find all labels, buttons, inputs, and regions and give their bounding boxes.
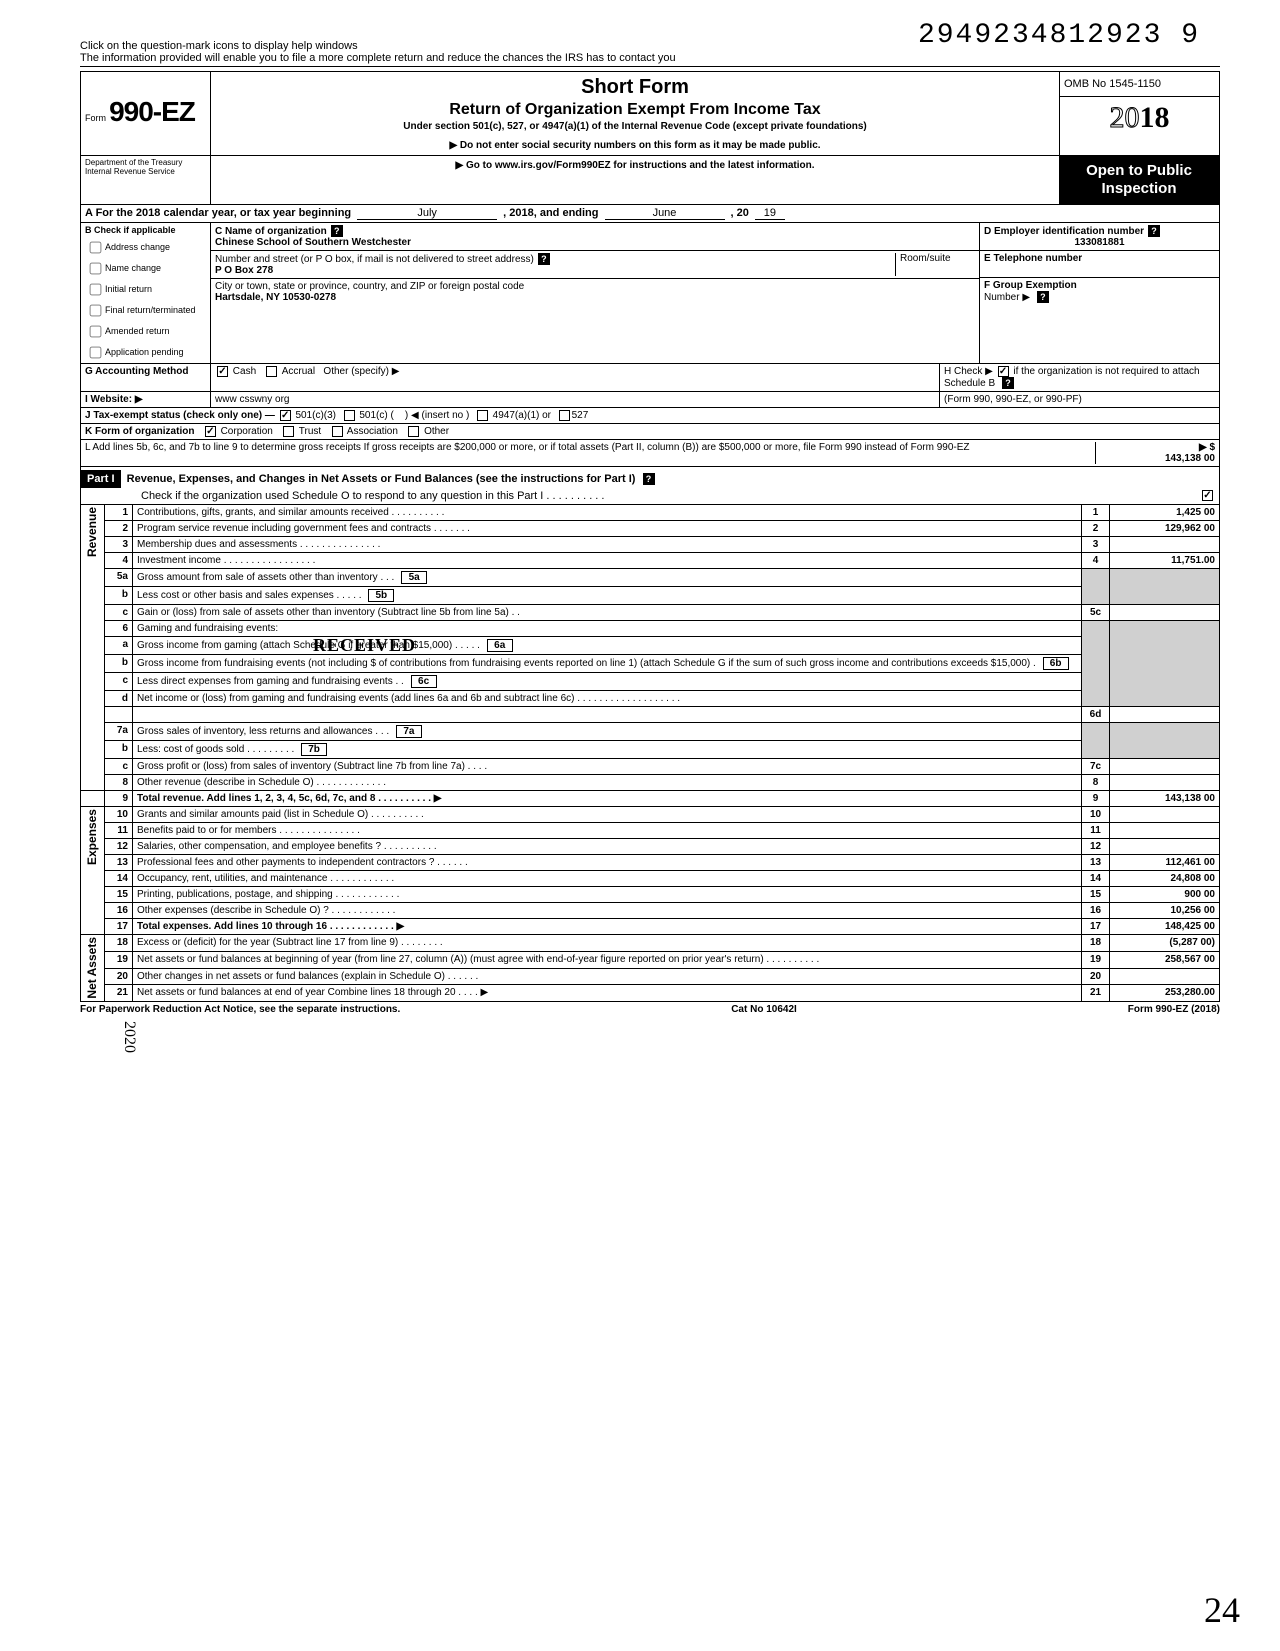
help-icon[interactable]: ? [643, 473, 655, 485]
page-footer: For Paperwork Reduction Act Notice, see … [80, 1004, 1220, 1015]
chk-501c[interactable] [344, 410, 355, 421]
col-b-checkboxes: B Check if applicable Address change Nam… [81, 223, 211, 363]
chk-name-change[interactable]: Name change [81, 258, 210, 279]
chk-corporation[interactable] [205, 426, 216, 437]
section-bcdef: B Check if applicable Address change Nam… [80, 223, 1220, 364]
help-icon[interactable]: ? [1037, 291, 1049, 303]
section-expenses: Expenses [85, 809, 99, 865]
org-name: Chinese School of Southern Westchester [215, 237, 411, 248]
chk-initial-return[interactable]: Initial return [81, 279, 210, 300]
form-header: Form 990-EZ Short Form Return of Organiz… [80, 71, 1220, 156]
part-1-header: Part I Revenue, Expenses, and Changes in… [80, 467, 1220, 505]
omb-number: OMB No 1545-1150 [1060, 72, 1219, 97]
help-icon[interactable]: ? [331, 225, 343, 237]
col-c-org-info: C Name of organization? Chinese School o… [211, 223, 979, 363]
row-l: L Add lines 5b, 6c, and 7b to line 9 to … [80, 440, 1220, 467]
lines-table: Revenue 1Contributions, gifts, grants, a… [80, 505, 1220, 1002]
goto-instructions: ▶ Go to www.irs.gov/Form990EZ for instru… [211, 156, 1059, 204]
row-j: J Tax-exempt status (check only one) — 5… [80, 408, 1220, 424]
chk-501c3[interactable] [280, 410, 291, 421]
website: www csswny org [211, 392, 939, 407]
help-icon[interactable]: ? [1002, 377, 1014, 389]
ssn-warning: ▶ Do not enter social security numbers o… [219, 140, 1051, 151]
received-stamp: RECEIVED [313, 635, 416, 656]
row-i: I Website: ▶ www csswny org (Form 990, 9… [80, 392, 1220, 408]
handwritten-page-number: 24 [1204, 1589, 1240, 1631]
chk-trust[interactable] [283, 426, 294, 437]
main-title: Return of Organization Exempt From Incom… [219, 101, 1051, 119]
section-revenue: Revenue [85, 507, 99, 557]
chk-527[interactable] [559, 410, 570, 421]
chk-cash[interactable] [217, 366, 228, 377]
chk-application-pending[interactable]: Application pending [81, 342, 210, 363]
org-address: P O Box 278 [215, 265, 273, 276]
chk-4947[interactable] [477, 410, 488, 421]
row-g-h: G Accounting Method Cash Accrual Other (… [80, 364, 1220, 392]
gross-receipts: 143,138 00 [1165, 453, 1215, 464]
open-to-public: Open to Public Inspection [1059, 156, 1219, 204]
form-title-block: Short Form Return of Organization Exempt… [211, 72, 1059, 155]
ein: 133081881 [984, 237, 1215, 248]
tax-year: 2018 [1060, 97, 1219, 139]
chk-schedule-o-used[interactable] [1202, 490, 1213, 501]
scan-year-vertical: 2020 [120, 1021, 138, 1053]
chk-schedule-b[interactable] [998, 366, 1009, 377]
section-net-assets: Net Assets [85, 937, 99, 999]
col-def: D Employer identification number? 133081… [979, 223, 1219, 363]
chk-other-org[interactable] [408, 426, 419, 437]
form-id: Form 990-EZ [81, 72, 211, 155]
help-icon[interactable]: ? [538, 253, 550, 265]
chk-final-return[interactable]: Final return/terminated [81, 300, 210, 321]
subtitle: Under section 501(c), 527, or 4947(a)(1)… [219, 121, 1051, 132]
chk-accrual[interactable] [266, 366, 277, 377]
row-k: K Form of organization Corporation Trust… [80, 424, 1220, 440]
chk-amended-return[interactable]: Amended return [81, 321, 210, 342]
row-a-tax-year: A For the 2018 calendar year, or tax yea… [80, 205, 1220, 223]
chk-association[interactable] [332, 426, 343, 437]
short-form-title: Short Form [219, 76, 1051, 99]
document-number: 2949234812923 9 [918, 20, 1200, 51]
chk-address-change[interactable]: Address change [81, 237, 210, 258]
dept-row: Department of the Treasury Internal Reve… [80, 156, 1220, 205]
department: Department of the Treasury Internal Reve… [81, 156, 211, 204]
help-icon[interactable]: ? [1148, 225, 1160, 237]
org-city: Hartsdale, NY 10530-0278 [215, 292, 336, 303]
